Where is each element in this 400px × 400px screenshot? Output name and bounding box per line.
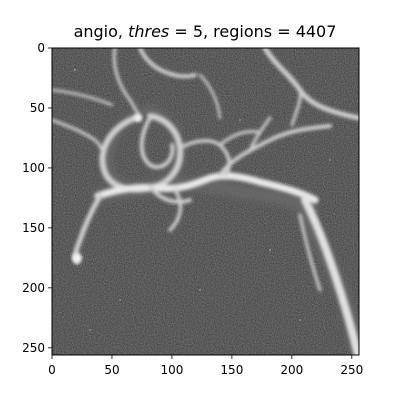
- y-tick-label: 150: [22, 221, 45, 235]
- y-tick-label: 0: [37, 41, 45, 55]
- plot-title: angio, thres = 5, regions = 4407: [0, 23, 400, 41]
- x-tick-label: 150: [220, 363, 243, 377]
- x-tick-label: 100: [160, 363, 183, 377]
- x-tick-label: 250: [340, 363, 363, 377]
- title-variable: thres: [128, 22, 170, 41]
- y-tick-label: 200: [22, 281, 45, 295]
- angio-image: [52, 48, 359, 355]
- y-axis: 0 50 100 150 200 250: [22, 41, 52, 355]
- x-axis: 0 50 100 150 200 250: [48, 355, 363, 377]
- x-tick-label: 0: [48, 363, 56, 377]
- title-prefix: angio,: [73, 22, 129, 41]
- y-tick-label: 50: [30, 101, 45, 115]
- title-suffix: = 5, regions = 4407: [169, 22, 337, 41]
- y-tick-label: 100: [22, 161, 45, 175]
- y-tick-label: 250: [22, 341, 45, 355]
- x-tick-label: 50: [104, 363, 119, 377]
- plot-frame: [51, 47, 360, 356]
- x-tick-label: 200: [280, 363, 303, 377]
